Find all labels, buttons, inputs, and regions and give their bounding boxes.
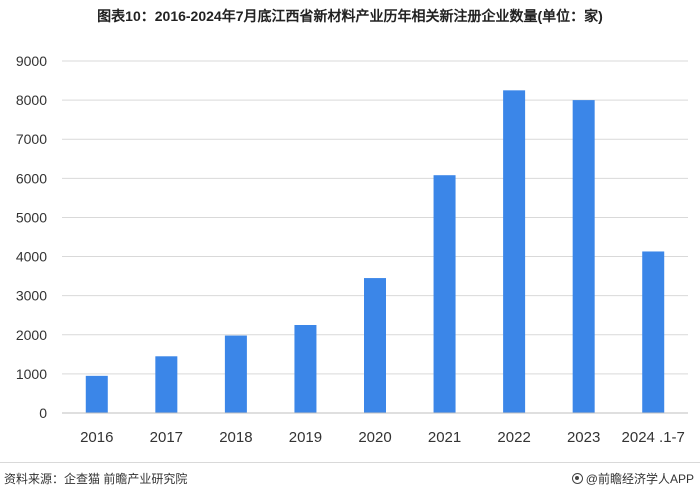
bars [85,90,665,413]
bar-chart: 0 1000 2000 3000 4000 5000 6000 7000 8000 9000 20… [16,53,688,446]
chart-title: 图表10：2016-2024年7月底江西省新材料产业历年相关新注册企业数量(单位… [97,8,603,24]
x-tick-label: 2024 .1-7 [622,429,685,446]
brand-label: @前瞻经济学人APP [585,472,694,486]
bar-2024-1-7 [642,251,665,413]
y-tick-label: 0 [39,405,47,421]
brand-logo-icon [571,473,583,484]
y-tick-label: 8000 [16,92,47,108]
bar-2019 [294,325,317,413]
y-tick-label: 1000 [16,366,47,382]
x-tick-label: 2022 [497,429,530,446]
y-tick-label: 9000 [16,53,47,69]
x-axis-ticks: 2016 2017 2018 2019 2020 2021 2022 2023 2024 .1-… [80,429,685,446]
bar-2020 [364,278,386,413]
x-tick-label: 2019 [289,429,322,446]
x-tick-label: 2017 [150,429,183,446]
y-tick-label: 6000 [16,170,47,186]
bar-2017 [155,356,178,413]
y-tick-label: 3000 [16,288,47,304]
x-tick-label: 2021 [428,429,461,446]
x-tick-label: 2016 [80,429,113,446]
footer-divider [0,462,700,463]
source-note: 资料来源：企查猫 前瞻产业研究院 [4,472,188,486]
y-tick-label: 4000 [16,249,47,265]
bar-2022 [503,90,526,413]
bar-2018 [224,335,247,413]
x-tick-label: 2018 [219,429,252,446]
y-tick-label: 5000 [16,209,47,225]
bar-2021 [433,175,456,413]
brand-credit: @前瞻经济学人APP [571,470,694,487]
x-tick-label: 2023 [567,429,600,446]
bar-2023 [572,100,595,413]
x-tick-label: 2020 [358,429,391,446]
y-tick-label: 2000 [16,327,47,343]
gridlines [62,60,688,375]
y-tick-label: 7000 [16,131,47,147]
bar-2016 [85,375,108,413]
y-axis-ticks: 0 1000 2000 3000 4000 5000 6000 7000 8000 9000 [16,53,47,421]
